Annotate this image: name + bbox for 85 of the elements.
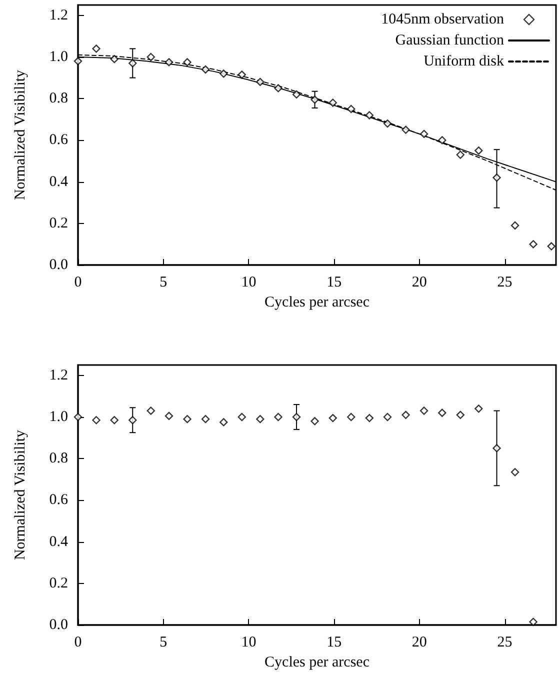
point: [146, 52, 155, 62]
point: [128, 416, 137, 424]
point: [220, 418, 228, 426]
y-tick-label: 1.0: [49, 49, 68, 65]
x-tick-label: 10: [241, 634, 256, 650]
point: [238, 412, 246, 422]
x-axis-title: Cycles per arcsec: [264, 294, 370, 310]
y-tick-label: 0.8: [49, 90, 68, 107]
y-tick-label: 1.2: [49, 367, 68, 384]
point: [128, 59, 137, 68]
point: [256, 414, 264, 424]
point: [365, 414, 374, 422]
x-axis-title: Cycles per arcsec: [264, 654, 370, 670]
point: [110, 416, 118, 424]
point: [183, 58, 192, 66]
point: [292, 90, 301, 99]
point: [529, 240, 538, 248]
point: [201, 65, 210, 74]
point: [474, 404, 483, 413]
y-tick-label: 0.4: [49, 534, 68, 550]
x-tick-label: 5: [160, 274, 168, 290]
point: [220, 70, 228, 78]
point: [110, 54, 118, 64]
y-axis-title: Normalized Visibility: [12, 69, 28, 200]
x-tick-label: 20: [412, 274, 427, 290]
x-tick-label: 0: [74, 634, 82, 650]
point: [328, 98, 337, 107]
x-tick-label: 20: [412, 634, 427, 650]
point: [420, 406, 428, 415]
point: [529, 618, 538, 626]
x-tick-label: 25: [497, 274, 512, 290]
y-tick-label: 0.4: [49, 174, 68, 190]
y-tick-label: 0.0: [49, 257, 68, 273]
y-axis-title: Normalized Visibility: [12, 429, 28, 560]
point: [146, 406, 155, 415]
point: [183, 414, 192, 424]
point: [547, 242, 556, 250]
point: [402, 126, 410, 134]
point: [164, 412, 174, 420]
point: [238, 70, 246, 79]
point: [256, 78, 264, 86]
point: [164, 58, 174, 66]
point: [274, 412, 282, 422]
point: [492, 444, 501, 452]
y-tick-label: 0.2: [49, 575, 68, 592]
point: [510, 221, 520, 230]
y-tick-label: 0.8: [49, 450, 68, 467]
legend-label: Uniform disk: [424, 54, 504, 70]
point: [365, 111, 374, 120]
x-tick-label: 10: [241, 274, 256, 290]
point: [456, 150, 464, 159]
point: [328, 414, 337, 422]
x-tick-label: 25: [497, 634, 512, 650]
point: [274, 84, 282, 92]
y-tick-label: 0.2: [49, 215, 68, 232]
point: [292, 412, 301, 422]
point: [420, 130, 428, 138]
point: [474, 146, 483, 155]
legend-label: Gaussian function: [395, 32, 504, 48]
point: [201, 414, 210, 424]
x-tick-label: 5: [160, 634, 168, 650]
y-tick-label: 0.6: [49, 492, 68, 508]
point: [510, 468, 520, 476]
point: [456, 410, 464, 420]
point: [310, 96, 319, 104]
point: [438, 136, 446, 144]
point: [383, 119, 392, 128]
x-tick-label: 0: [74, 274, 82, 290]
y-tick-label: 0.6: [49, 132, 68, 148]
y-tick-label: 0.0: [49, 617, 68, 633]
point: [438, 408, 446, 417]
point: [347, 412, 356, 422]
y-tick-label: 1.2: [49, 7, 68, 24]
point: [92, 416, 100, 424]
point: [310, 417, 319, 426]
point: [492, 174, 501, 182]
x-tick-label: 15: [326, 634, 342, 650]
point: [74, 412, 82, 422]
point: [347, 104, 356, 114]
point: [383, 412, 392, 422]
point: [92, 44, 100, 53]
legend-label: 1045nm observation: [381, 12, 504, 28]
y-tick-label: 1.0: [49, 409, 68, 425]
x-tick-label: 15: [326, 274, 342, 290]
point: [402, 410, 410, 420]
